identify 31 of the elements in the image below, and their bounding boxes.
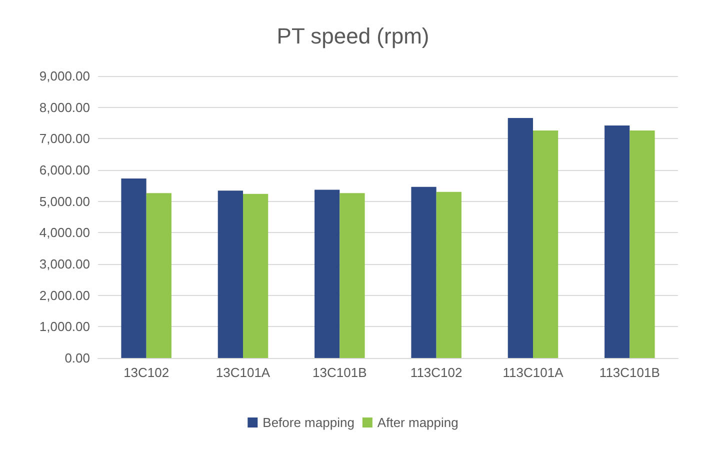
- bar: [508, 118, 533, 358]
- bar: [533, 130, 558, 358]
- legend-label: After mapping: [377, 415, 458, 430]
- bar: [146, 193, 172, 358]
- y-tick-label: 2,000.00: [39, 288, 90, 303]
- y-tick-label: 9,000.00: [39, 68, 90, 84]
- y-tick-label: 1,000.00: [39, 319, 90, 334]
- legend-label: Before mapping: [262, 415, 354, 430]
- x-tick-label: 113C101A: [502, 365, 564, 380]
- x-tick-label: 113C102: [410, 365, 462, 380]
- bar: [411, 186, 436, 358]
- bar: [436, 192, 462, 358]
- y-tick-label: 4,000.00: [39, 225, 90, 240]
- x-tick-label: 113C101B: [599, 365, 660, 380]
- bar: [604, 126, 630, 358]
- y-tick-label: 7,000.00: [39, 131, 90, 146]
- y-tick-label: 6,000.00: [39, 162, 90, 178]
- y-tick-label: 5,000.00: [39, 194, 90, 209]
- bar: [630, 130, 655, 358]
- bar: [340, 193, 365, 358]
- x-tick-label: 13C101B: [312, 365, 367, 380]
- x-tick-label: 13C101A: [216, 365, 270, 380]
- bar: [314, 190, 340, 358]
- bar: [218, 190, 243, 358]
- bar: [243, 194, 268, 358]
- chart-title: PT speed (rpm): [276, 24, 430, 48]
- y-tick-label: 0.00: [64, 350, 90, 366]
- bar: [121, 178, 146, 358]
- y-tick-label: 8,000.00: [39, 100, 90, 115]
- y-tick-label: 3,000.00: [39, 256, 90, 272]
- x-tick-label: 13C102: [124, 365, 170, 380]
